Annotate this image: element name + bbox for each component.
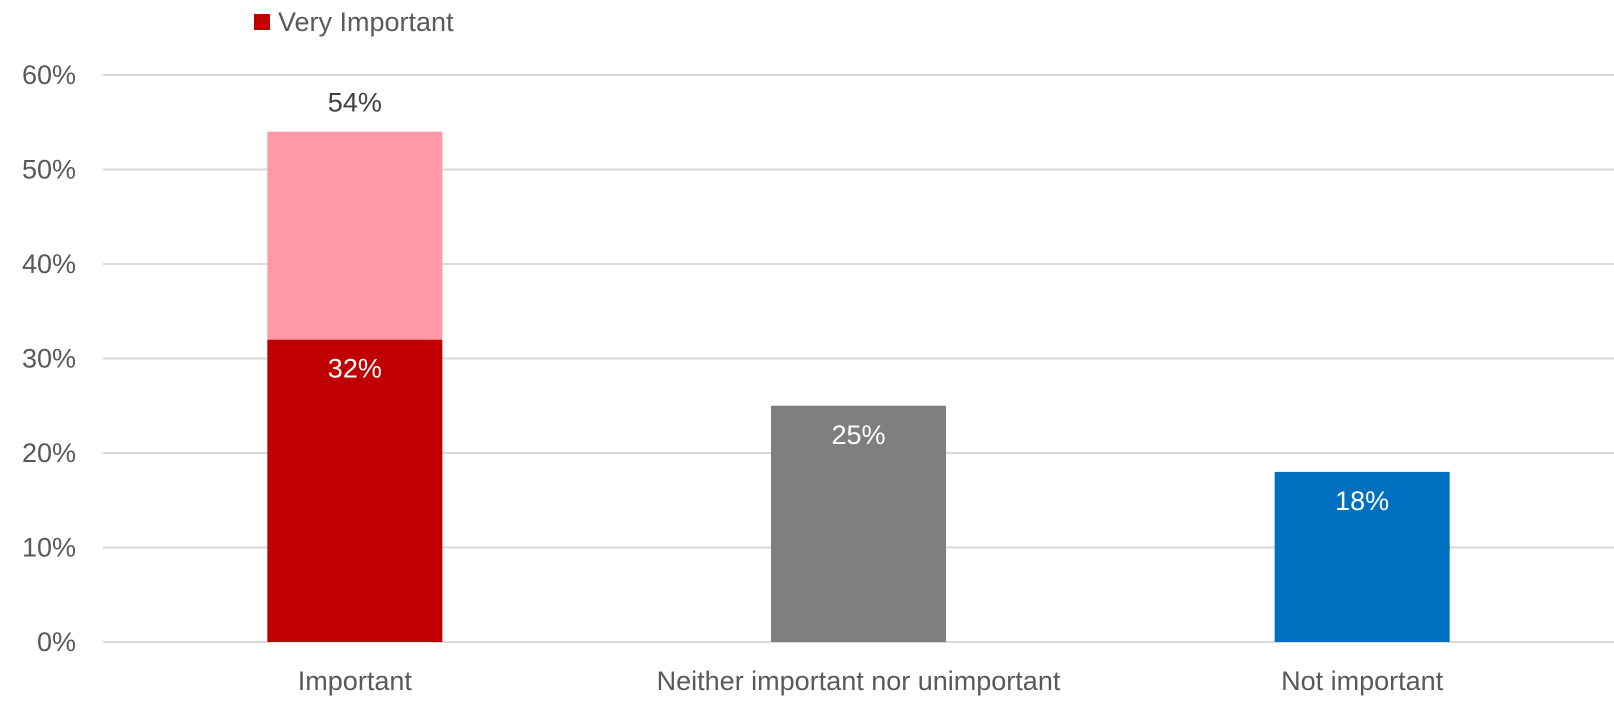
y-tick-label-20: 20% xyxy=(22,438,76,468)
bar-important-segment-0 xyxy=(267,339,443,642)
bar-not-important-segment-1 xyxy=(1274,471,1450,642)
bar-neither-important-nor-unimportant-segment-1 xyxy=(771,405,946,642)
legend-label-very-important: Very Important xyxy=(278,7,454,37)
x-category-label-neither-important-nor-unimportant: Neither important nor unimportant xyxy=(657,666,1061,696)
y-tick-label-10: 10% xyxy=(22,533,76,563)
x-category-label-important: Important xyxy=(298,666,413,696)
y-tick-label-40: 40% xyxy=(22,249,76,279)
bars xyxy=(267,131,1450,642)
x-category-label-not-important: Not important xyxy=(1281,666,1444,696)
data-label-not-important-segment-1: 18% xyxy=(1335,486,1389,516)
x-axis-category-labels: Important Neither important nor unimporta… xyxy=(298,666,1444,696)
data-label-important-segment-0: 32% xyxy=(328,354,382,384)
data-labels: 32% 54% 25% 18% xyxy=(328,88,1389,516)
y-axis-tick-labels: 0% 10% 20% 30% 40% 50% 60% xyxy=(22,60,76,657)
data-label-neither-important-nor-unimportant-segment-1: 25% xyxy=(831,420,885,450)
total-label-important: 54% xyxy=(328,88,382,118)
legend: Very Important xyxy=(254,7,454,37)
y-tick-label-60: 60% xyxy=(22,60,76,90)
y-tick-label-50: 50% xyxy=(22,155,76,185)
bar-important-segment-1 xyxy=(267,131,443,340)
legend-swatch-very-important xyxy=(254,14,270,30)
y-tick-label-30: 30% xyxy=(22,344,76,374)
y-tick-label-0: 0% xyxy=(37,627,76,657)
